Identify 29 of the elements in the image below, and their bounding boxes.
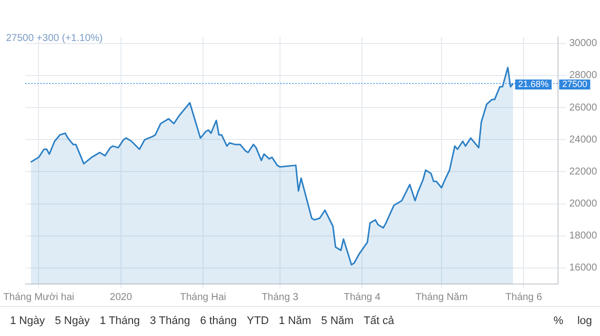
x-tick-label: Tháng Mười hai [3,292,74,303]
text: YTD [246,315,269,327]
text: 5 Năm [321,315,354,327]
x-tick-label: Tháng 3 [262,292,299,303]
text: log [577,315,592,327]
x-tick-label: Tháng 4 [344,292,381,303]
annotation: 21.68% [518,78,549,89]
y-tick-label: 24000 [569,134,598,146]
text: 3 Tháng [150,315,190,327]
x-tick-label: Tháng Năm [415,292,468,303]
y-tick-label: 30000 [569,38,598,50]
y-tick-label: 26000 [569,102,598,114]
text: 5 Ngày [54,315,90,327]
ref-line-label: 27500 [562,78,588,89]
y-tick-label: 18000 [569,230,598,242]
y-tick-label: 16000 [569,262,598,274]
y-tick-label: 20000 [569,198,598,210]
x-tick-label: 2020 [110,292,132,303]
text: 1 Tháng [100,315,140,327]
y-tick-label: 22000 [569,166,598,178]
text: 1 Năm [278,315,312,327]
text: 6 tháng [200,315,237,327]
text: 1 Ngày [10,315,45,327]
text: % [554,315,564,327]
x-tick-label: Tháng Hai [180,292,226,303]
y-tick-label: 28000 [569,70,598,82]
x-tick-label: Tháng 6 [505,292,543,303]
text: Tất cả [364,315,394,327]
annotation: 27500 +300 (+1.10%) [6,33,103,44]
